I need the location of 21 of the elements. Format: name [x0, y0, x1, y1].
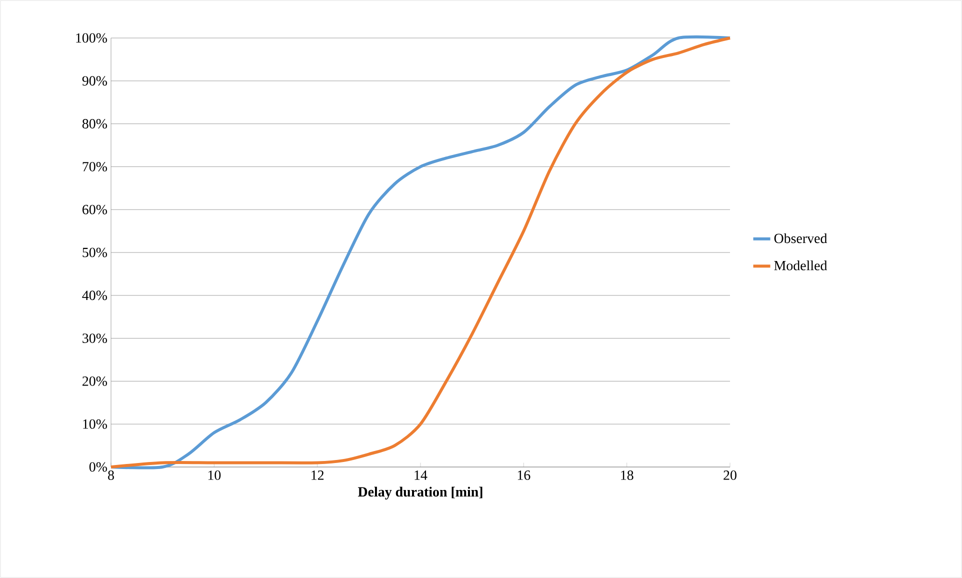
x-tick-label: 20: [724, 470, 736, 480]
legend-label: Modelled: [774, 260, 828, 270]
y-tick-label: 70%: [82, 162, 108, 172]
y-tick-label: 50%: [82, 248, 108, 258]
y-tick-label: 0%: [89, 462, 108, 472]
legend-label: Observed: [774, 233, 828, 244]
x-tick-label: 8: [108, 470, 114, 480]
y-tick-label: 40%: [82, 290, 108, 300]
x-tick-label: 12: [312, 470, 324, 480]
y-tick-label: 10%: [83, 419, 108, 429]
y-tick-label: 20%: [82, 376, 108, 386]
y-tick-label: 60%: [82, 204, 108, 214]
x-axis-title: Delay duration [min]: [358, 486, 482, 500]
x-tick-label: 14: [414, 470, 428, 480]
y-tick-label: 30%: [82, 334, 108, 344]
y-tick-label: 80%: [82, 119, 108, 129]
y-tick-label: 90%: [82, 76, 108, 86]
x-tick-label: 10: [208, 470, 221, 480]
x-tick-label: 16: [518, 470, 530, 480]
y-tick-label: 100%: [76, 33, 108, 43]
x-tick-label: 18: [621, 470, 634, 480]
